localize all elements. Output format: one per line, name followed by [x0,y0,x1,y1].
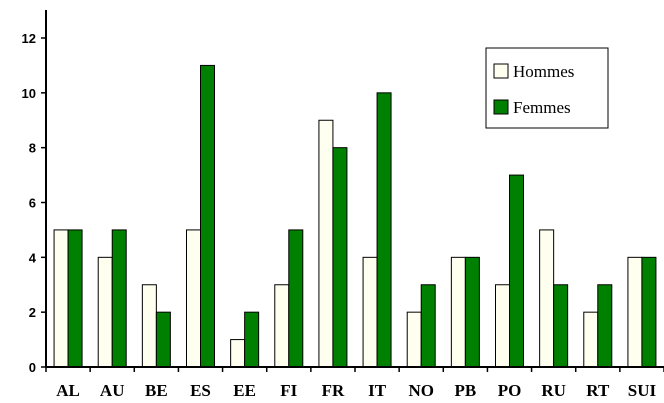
bar-femmes-rt [597,284,613,368]
bar-hommes-es [186,229,201,368]
bar-femmes-es [200,64,215,368]
legend-label-femmes: Femmes [513,98,571,117]
bar-hommes-no [406,311,422,368]
legend-swatch-hommes [493,63,509,79]
x-tick-label: BE [145,381,168,400]
bar-femmes-po [509,174,524,368]
x-tick-label: SUI [628,381,657,400]
x-tick-label: AU [100,381,125,400]
y-tick-label: 10 [22,86,36,101]
bar-hommes-it [362,256,378,368]
bar-femmes-no [420,284,436,368]
x-tick-label: FI [280,381,297,400]
x-tick-label: EE [233,381,256,400]
bar-femmes-au [111,229,127,368]
bar-femmes-fr [332,147,348,368]
bar-hommes-rt [583,311,599,368]
y-tick-label: 6 [29,196,36,211]
bar-hommes-po [495,284,510,368]
bar-hommes-ru [539,229,555,368]
x-tick-label: RU [541,381,566,400]
legend-swatch-femmes [493,99,509,115]
y-tick-label: 12 [22,31,36,46]
bar-femmes-al [67,229,83,368]
bar-hommes-be [141,284,157,368]
x-tick-label: AL [56,381,80,400]
bar-femmes-ee [244,311,260,368]
legend-label-hommes: Hommes [513,62,574,81]
category-labels-layer: AL AU BE ES EE FI FR IT NO PB PO RU RT SUI [56,381,656,400]
x-tick-label: PB [454,381,476,400]
x-tick-label: IT [368,381,387,400]
bar-hommes-pb [450,256,466,368]
y-tick-label: 4 [29,250,37,265]
bar-femmes-be [155,311,171,368]
x-tick-label: NO [408,381,434,400]
bar-hommes-sui [627,256,643,368]
bar-femmes-it [376,92,392,368]
bar-femmes-pb [464,256,480,368]
bar-femmes-ru [553,284,569,368]
bar-hommes-au [97,256,113,368]
bar-femmes-fi [288,229,304,368]
bar-hommes-fr [318,119,334,368]
legend: Hommes Femmes [485,47,609,129]
x-tick-label: RT [586,381,610,400]
axes-layer [45,10,664,372]
x-tick-label: ES [190,381,211,400]
bar-hommes-al [53,229,69,368]
x-tick-label: FR [322,381,345,400]
y-ticks-layer: 0 2 4 6 8 10 12 [22,31,46,375]
x-tick-label: PO [498,381,522,400]
legend-box [485,47,609,129]
y-tick-label: 8 [29,141,36,156]
bar-femmes-sui [641,256,657,368]
y-tick-label: 0 [29,360,36,375]
y-tick-label: 2 [29,305,36,320]
bar-hommes-fi [274,284,290,368]
bar-hommes-ee [230,339,246,368]
